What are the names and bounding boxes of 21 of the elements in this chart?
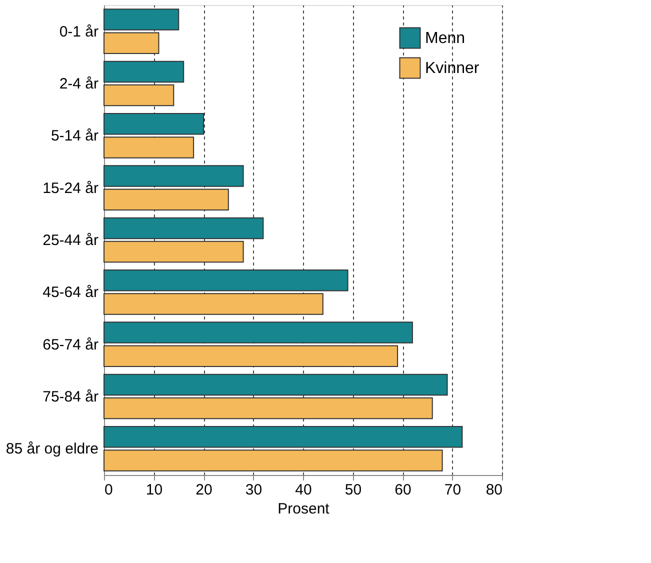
y-tick-label: 5-14 år [50, 128, 98, 145]
y-tick-label: 45-64 år [42, 284, 98, 302]
x-tick-label: 50 [344, 482, 362, 498]
y-tick-label: 0-1 år [59, 23, 98, 40]
legend-label: Kvinner [425, 60, 480, 77]
legend-label: Menn [425, 30, 466, 47]
x-tick-label: 40 [295, 482, 312, 498]
y-tick-label: 85 år og eldre [6, 440, 98, 458]
y-tick-label: 65-74 år [42, 336, 98, 354]
x-tick-label: 70 [444, 482, 462, 498]
x-tick-label: 20 [196, 482, 212, 498]
y-tick-label: 2-4 år [59, 76, 98, 93]
x-tick-label: 30 [245, 482, 262, 498]
y-tick-label: 25-44 år [42, 232, 98, 249]
y-tick-label: 15-24 år [42, 180, 98, 197]
x-tick-label: 60 [394, 482, 412, 498]
x-tick-label: 10 [146, 482, 163, 498]
x-tick-label: 80 [486, 482, 502, 498]
y-tick-label: 75-84 år [42, 388, 98, 406]
x-axis-title: Prosent [278, 500, 330, 518]
x-tick-label: 0 [104, 482, 113, 498]
